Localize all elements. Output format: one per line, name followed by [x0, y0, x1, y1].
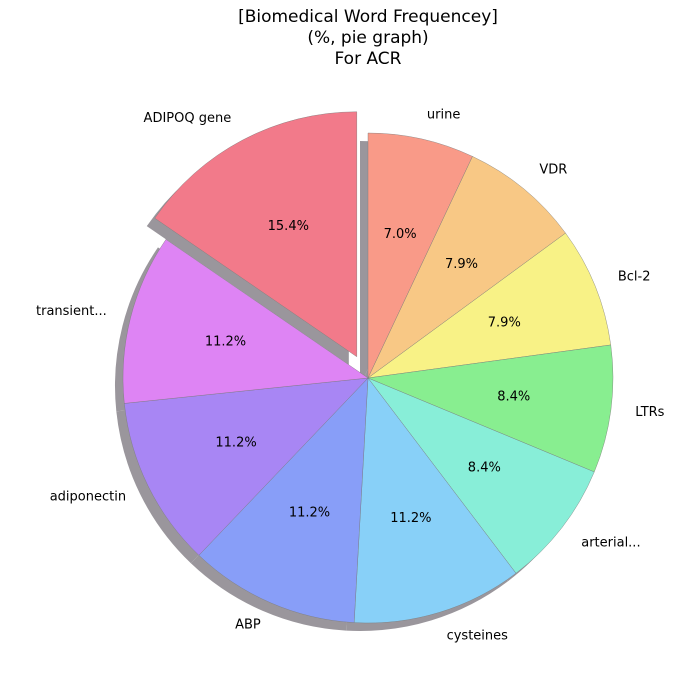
slice-label-adiponectin: adiponectin	[50, 489, 126, 504]
pie-slice-vdr	[367, 156, 566, 379]
slice-label-urine: urine	[427, 108, 460, 123]
pie-slices	[122, 111, 614, 624]
chart-title-line-3: For ACR	[335, 49, 402, 69]
pie-labels: urine 7.0% VDR 7.9% Bcl-2 7.9% LTRs 8.4% arteria…	[36, 108, 665, 644]
slice-label-vdr: VDR	[539, 163, 567, 178]
slice-label-cysteines: cysteines	[447, 628, 509, 643]
slice-label-abp: ABP	[235, 618, 261, 633]
slice-value-label-ltrs: 8.4%	[497, 389, 530, 404]
slice-value-label-abp: 11.2%	[289, 505, 330, 520]
pie-slice-adipoq-gene	[154, 111, 358, 358]
slice-label-ltrs: LTRs	[635, 405, 664, 420]
slice-value-label-cysteines: 11.2%	[390, 511, 431, 526]
slice-value-label-transient: 11.2%	[205, 334, 246, 349]
slice-value-label-urine: 7.0%	[384, 227, 417, 242]
slice-value-label-adipoq-gene: 15.4%	[268, 219, 309, 234]
slice-value-label-vdr: 7.9%	[445, 257, 478, 272]
pie-slice-ltrs	[367, 344, 614, 473]
chart-title-line-1: [Biomedical Word Frequencey]	[238, 7, 498, 27]
slice-label-adipoq-gene: ADIPOQ gene	[144, 111, 232, 126]
slice-label-arterial: arterial...	[581, 535, 640, 550]
slice-value-label-adiponectin: 11.2%	[215, 435, 256, 450]
slice-label-transient: transient...	[36, 304, 107, 319]
chart-title: [Biomedical Word Frequencey] (%, pie gra…	[238, 7, 498, 69]
slice-value-label-arterial: 8.4%	[468, 460, 501, 475]
pie-slice-transient	[122, 239, 369, 404]
pie-slice-cysteines	[353, 377, 517, 624]
pie-slice-urine	[367, 132, 473, 379]
pie-slice-arterial	[367, 377, 595, 574]
slice-value-label-bcl-2: 7.9%	[488, 315, 521, 330]
slice-label-bcl-2: Bcl-2	[618, 270, 651, 285]
pie-slice-abp	[198, 377, 369, 623]
chart-title-line-2: (%, pie graph)	[307, 28, 428, 48]
pie-slice-bcl-2	[367, 232, 611, 379]
pie-slice-adiponectin	[124, 377, 369, 556]
